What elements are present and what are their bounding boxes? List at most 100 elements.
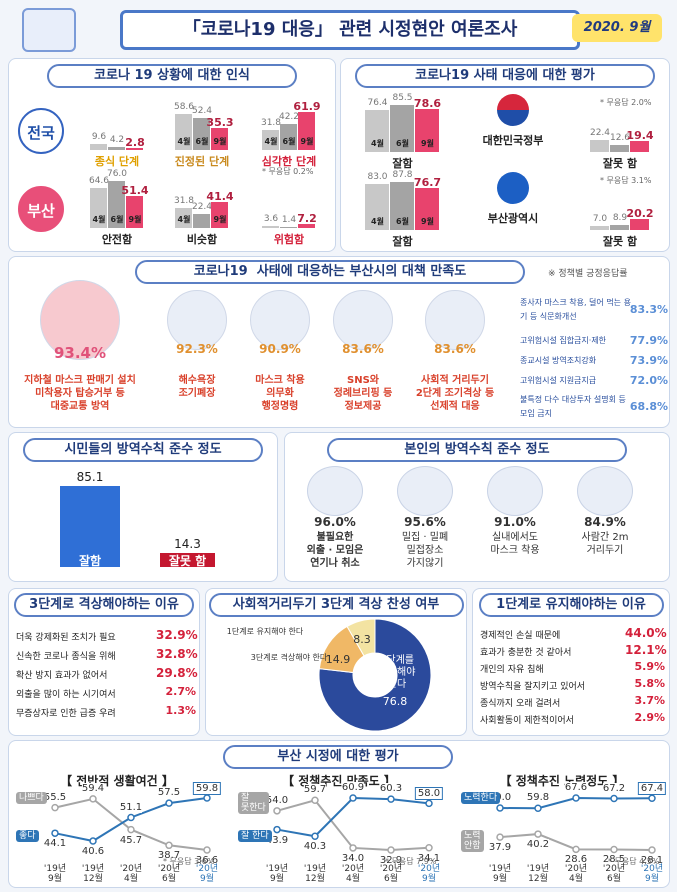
value-label: 58.6 xyxy=(173,101,195,112)
point xyxy=(311,796,319,804)
policy-item: 불특정 다수 대상투자 설명회 등 모임 금지 xyxy=(520,395,626,418)
section-title: 코로나 19 상황에 대한 인식 xyxy=(47,64,297,88)
bar xyxy=(365,109,389,152)
note: * 무응답 2.0% xyxy=(600,98,652,107)
bar xyxy=(280,227,297,228)
value-label: 60.3 xyxy=(379,783,403,795)
x-tick-label: '19년 12월 xyxy=(81,864,105,884)
policy-icon xyxy=(333,290,393,350)
point xyxy=(165,799,173,807)
point xyxy=(127,813,135,822)
reason-pct: 2.9% xyxy=(634,711,665,724)
point xyxy=(572,845,580,854)
title: 「코로나19 대응」 관련 시정현안 여론조사 xyxy=(182,19,518,40)
x-tick-label: '20년 4월 xyxy=(341,864,365,884)
value-label: 42.2 xyxy=(278,111,300,122)
point xyxy=(534,804,542,813)
logo-mark xyxy=(497,172,529,204)
policy-item-pct: 77.9% xyxy=(629,334,668,347)
x-tick-label: '20년 4월 xyxy=(564,864,588,884)
policy-pct: 83.6% xyxy=(434,342,476,356)
policy-icon xyxy=(250,290,310,350)
month-label: 6월 xyxy=(396,139,409,148)
policy-label: SNS와 정례브리핑 등 정보제공 xyxy=(333,375,393,412)
reason-item: 무증상자로 인한 급증 우려 xyxy=(16,709,116,719)
value-label: 44.1 xyxy=(43,838,67,850)
value-label: 7.2 xyxy=(297,211,317,225)
reason-item: 확산 방지 효과가 없어서 xyxy=(16,671,108,681)
x-tick-label: '19년 12월 xyxy=(526,864,550,884)
value-label: 57.5 xyxy=(157,787,181,799)
group-label: 잘함 xyxy=(392,235,413,248)
group-label: 심각한 단계 xyxy=(261,155,317,168)
bar xyxy=(193,214,210,228)
month-label: 4월 xyxy=(371,139,384,148)
bar xyxy=(630,218,649,230)
policy-label: 마스크 착용 의무화 행정명령 xyxy=(255,375,305,412)
value-label: 12.6 xyxy=(609,133,631,144)
line xyxy=(276,799,430,852)
policy-item: 종사자 마스크 착용, 덜어 먹는 용기 등 식문화개선 xyxy=(520,298,631,321)
value-label: 67.2 xyxy=(602,782,626,794)
rule-label: 밀집 · 밀폐 밀접장소 가지않기 xyxy=(401,532,449,569)
logo-mark xyxy=(497,94,529,126)
reason-item: 외출을 많이 하는 시기여서 xyxy=(16,690,116,700)
value-label: 83.0 xyxy=(367,172,388,183)
bar xyxy=(590,139,609,152)
point xyxy=(349,794,357,802)
bar xyxy=(298,223,315,228)
value-label: 37.9 xyxy=(488,842,512,854)
section-title: 코로나19 사태 대응에 대한 평가 xyxy=(355,64,655,88)
bar xyxy=(390,104,414,152)
x-tick-label: '19년 9월 xyxy=(43,864,67,884)
bar xyxy=(193,117,210,150)
bar xyxy=(610,145,629,152)
value-label: 4.2 xyxy=(109,135,125,146)
value-label: 36.6 xyxy=(195,855,219,866)
month-label: 6월 xyxy=(282,137,296,146)
rule-icon xyxy=(397,466,453,516)
value-label: 76.0 xyxy=(106,168,128,179)
group-label: 잘못 함 xyxy=(602,157,638,170)
reason-item: 방역수칙을 잘지키고 있어서 xyxy=(480,682,586,692)
value-label: 52.4 xyxy=(191,105,213,116)
bar xyxy=(390,181,414,230)
rule-label: 사람간 2m 거리두기 xyxy=(581,532,629,556)
section-title: 3단계로 격상해야하는 이유 xyxy=(14,593,194,617)
month-label: 6월 xyxy=(396,217,409,226)
reason-pct: 5.8% xyxy=(634,677,665,690)
section-title: 시민들의 방역수칙 준수 정도 xyxy=(23,438,263,462)
value-label: 1.4 xyxy=(281,215,297,226)
region-label: 부산 xyxy=(27,202,55,220)
note: * 무응답 3.6% xyxy=(163,857,215,866)
legend: 좋다 xyxy=(16,830,39,842)
value-label: 38.7 xyxy=(157,850,181,862)
value-label: 34.0 xyxy=(341,852,365,864)
month-label: 9월 xyxy=(213,215,227,224)
point xyxy=(610,794,618,803)
value-label: 28.1 xyxy=(640,855,664,866)
value-label: 45.7 xyxy=(119,834,143,846)
slice-value: 14.9 xyxy=(325,653,351,666)
x-tick-label: '19년 12월 xyxy=(303,864,327,884)
date: 2020. 9월 xyxy=(572,14,662,42)
policy-item: 고위험시설 지원금지급 xyxy=(520,376,597,385)
section-title: 1단계로 유지해야하는 이유 xyxy=(478,593,664,617)
rule-icon xyxy=(307,466,363,516)
slice-label: 2단계를 유지해야 한다 xyxy=(378,655,416,690)
policy-item-pct: 83.3% xyxy=(629,303,668,316)
bar xyxy=(262,130,279,150)
month-label: 4월 xyxy=(177,137,191,146)
policy-icon xyxy=(425,290,485,350)
value-label: 55.5 xyxy=(43,791,67,803)
value-label: 58.0 xyxy=(414,787,444,801)
value-label: 35.3 xyxy=(206,116,234,130)
point xyxy=(496,833,504,841)
bar xyxy=(298,111,315,150)
bar xyxy=(590,226,609,230)
title-box xyxy=(120,10,580,50)
reason-item: 경제적인 손실 때문에 xyxy=(480,631,561,641)
policy-label: 지하철 마스크 판매기 설치 미착용자 탑승거부 등 대중교통 방역 xyxy=(24,375,136,412)
point xyxy=(203,794,211,802)
value-label: 9.6 xyxy=(91,132,107,143)
